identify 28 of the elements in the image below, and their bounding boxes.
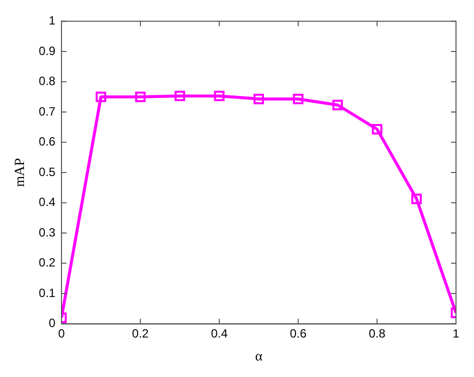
y-tick-label: 0.9 — [38, 44, 56, 58]
y-tick-label: 0.7 — [38, 104, 56, 118]
point — [411, 194, 422, 204]
x-axis-title: α — [255, 349, 264, 364]
y-tick-label: 0.8 — [38, 74, 56, 88]
point — [214, 90, 225, 102]
point — [96, 92, 106, 102]
y-tick-label: 1 — [48, 14, 56, 28]
y-tick-label: 0.5 — [38, 164, 56, 179]
point — [254, 94, 264, 104]
x-tick-label: 0.4 — [210, 326, 228, 340]
point — [174, 90, 186, 102]
y-tick-label: 0.2 — [38, 256, 56, 270]
y-tick-label: 0.1 — [38, 286, 56, 300]
point — [372, 124, 382, 134]
point — [332, 100, 343, 110]
x-tick-label: 0 — [58, 326, 66, 340]
y-tick-label: 0.4 — [38, 195, 56, 210]
y-tick-label: 0 — [48, 316, 56, 330]
point — [292, 94, 304, 104]
x-tick-label: 0.2 — [132, 326, 150, 340]
y-tick-label: 0.3 — [38, 225, 56, 240]
x-tick-label: 1 — [452, 326, 460, 340]
y-axis-title: mAP — [13, 158, 28, 187]
x-tick-label: 0.6 — [290, 326, 307, 340]
y-tick-label: 0.6 — [38, 134, 56, 149]
point — [135, 92, 146, 102]
x-tick-label: 0.8 — [368, 326, 386, 340]
